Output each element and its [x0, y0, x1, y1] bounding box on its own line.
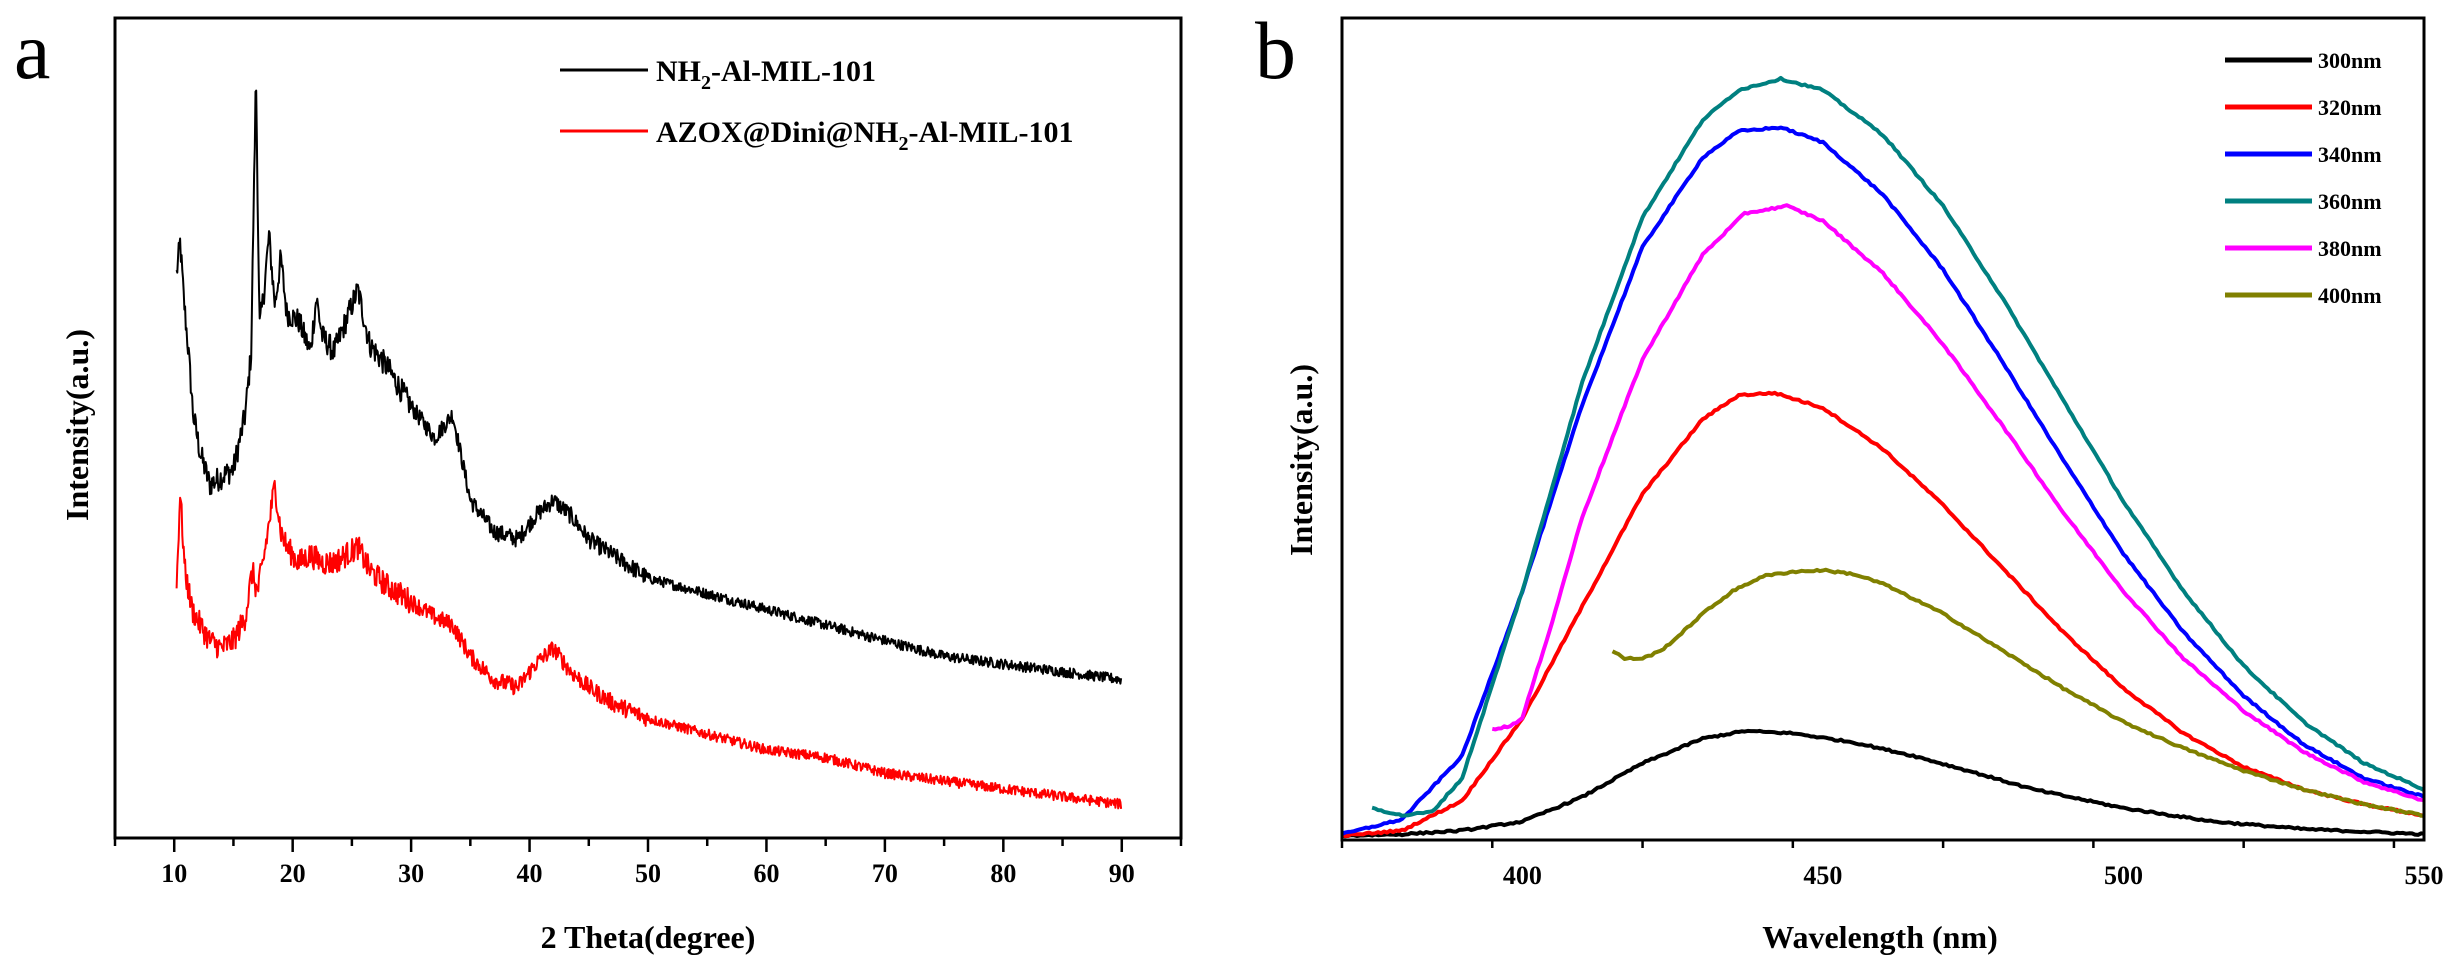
- x-tick-label: 40: [517, 859, 543, 888]
- x-tick-label: 450: [1803, 861, 1842, 890]
- panel-a-legend: NH2-Al-MIL-101 AZOX@Dini@NH2-Al-MIL-101: [560, 55, 1074, 155]
- panel-b-x-ticks: 400 450 500 550: [1340, 840, 2444, 890]
- panel-a-series: [175, 89, 1123, 810]
- panel-b: b Intensity(a.u.) Wavelength (nm) 400 450…: [1255, 5, 2444, 955]
- series-line-a-0: [175, 89, 1123, 685]
- legend-a-label-0: NH2-Al-MIL-101: [656, 55, 876, 94]
- legend-b-label-2: 340nm: [2318, 142, 2382, 167]
- panel-a-xlabel: 2 Theta(degree): [541, 919, 756, 955]
- panel-b-frame: [1340, 16, 2426, 842]
- x-tick-label: 500: [2104, 861, 2143, 890]
- series-line-b-5: [1611, 567, 2425, 818]
- panel-a: a Intensity(a.u.) 2 Theta(degree) 10 20 30…: [14, 5, 1183, 955]
- panel-b-ylabel: Intensity(a.u.): [1283, 364, 1319, 556]
- series-line-b-3: [1371, 75, 2426, 818]
- legend-b-label-4: 380nm: [2318, 236, 2382, 261]
- series-line-a-1: [175, 479, 1123, 810]
- x-tick-label: 10: [161, 859, 187, 888]
- x-tick-label: 70: [872, 859, 898, 888]
- series-line-b-4: [1491, 203, 2425, 803]
- x-tick-label: 550: [2405, 861, 2444, 890]
- panel-b-legend: 300nm 320nm 340nm 360nm 380nm 400nm: [2225, 48, 2382, 308]
- legend-b-label-0: 300nm: [2318, 48, 2382, 73]
- panel-a-label: a: [14, 5, 50, 96]
- panel-a-x-ticks: 10 20 30 40 50 60 70 80 90: [113, 838, 1183, 888]
- panel-b-series: [1341, 75, 2426, 839]
- x-tick-label: 90: [1109, 859, 1135, 888]
- legend-a-label-1: AZOX@Dini@NH2-Al-MIL-101: [656, 116, 1074, 155]
- x-tick-label: 20: [280, 859, 306, 888]
- panel-b-xlabel: Wavelength (nm): [1762, 919, 1998, 955]
- x-tick-label: 80: [990, 859, 1016, 888]
- x-tick-label: 400: [1503, 861, 1542, 890]
- x-tick-label: 60: [753, 859, 779, 888]
- x-tick-label: 50: [635, 859, 661, 888]
- series-line-b-1: [1341, 390, 2425, 838]
- panel-a-ylabel: Intensity(a.u.): [59, 329, 95, 521]
- series-line-b-0: [1341, 728, 2425, 839]
- legend-b-label-1: 320nm: [2318, 95, 2382, 120]
- legend-b-label-3: 360nm: [2318, 189, 2382, 214]
- panel-b-label: b: [1255, 5, 1296, 96]
- panel-a-frame: [113, 16, 1183, 840]
- legend-b-label-5: 400nm: [2318, 283, 2382, 308]
- x-tick-label: 30: [398, 859, 424, 888]
